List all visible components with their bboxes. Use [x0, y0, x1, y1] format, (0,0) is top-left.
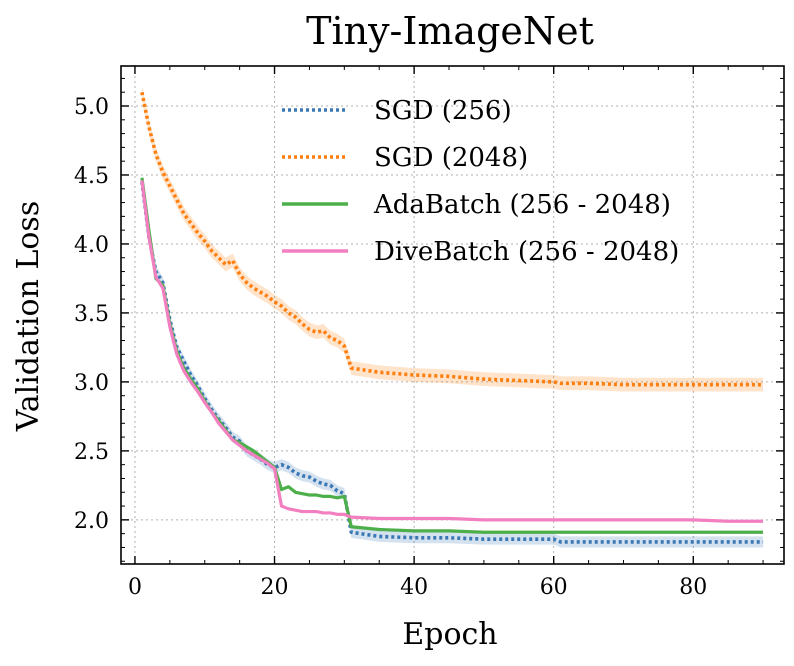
- axis-ticks: 0 20 40 60 80 2.0 2.5 3.0 3.5 4.0 4.5 5.0: [74, 66, 784, 600]
- y-tick-label: 3.0: [74, 371, 109, 396]
- series-lines: [140, 91, 764, 544]
- legend-label: SGD (256): [374, 96, 512, 126]
- x-tick-label: 0: [128, 575, 142, 600]
- line-sgd-256: [140, 181, 764, 544]
- error-bands: [141, 85, 764, 548]
- y-tick-label: 5.0: [74, 95, 109, 120]
- legend-label: SGD (2048): [374, 143, 528, 173]
- legend-item-divebatch-256-2048: DiveBatch (256 - 2048): [282, 237, 679, 267]
- y-tick-label: 4.0: [74, 233, 109, 258]
- x-tick-label: 60: [540, 575, 568, 600]
- legend-item-adabatch-256-2048: AdaBatch (256 - 2048): [282, 190, 671, 220]
- legend-item-sgd-2048: SGD (2048): [282, 143, 528, 173]
- plot-frame: [120, 65, 785, 565]
- band-sgd-2048: [141, 85, 764, 392]
- band-sgd-256: [141, 176, 764, 548]
- y-tick-label: 3.5: [74, 302, 109, 327]
- x-tick-label: 40: [400, 575, 428, 600]
- x-axis-label: Epoch: [402, 617, 497, 652]
- y-tick-label: 2.5: [74, 440, 109, 465]
- y-axis-label: Validation Loss: [11, 201, 46, 432]
- x-tick-label: 80: [679, 575, 707, 600]
- y-tick-label: 2.0: [74, 509, 109, 534]
- legend-item-sgd-256: SGD (256): [282, 96, 512, 126]
- y-tick-label: 4.5: [74, 164, 109, 189]
- x-tick-label: 20: [261, 575, 289, 600]
- grid: [121, 66, 784, 564]
- legend-label: DiveBatch (256 - 2048): [374, 237, 679, 267]
- chart-title: Tiny-ImageNet: [306, 9, 594, 53]
- legend-label: AdaBatch (256 - 2048): [373, 190, 671, 220]
- line-divebatch-256-2048: [140, 180, 764, 523]
- legend: SGD (256) SGD (2048) AdaBatch (256 - 2048)…: [282, 96, 679, 267]
- line-adabatch-256-2048: [140, 177, 764, 534]
